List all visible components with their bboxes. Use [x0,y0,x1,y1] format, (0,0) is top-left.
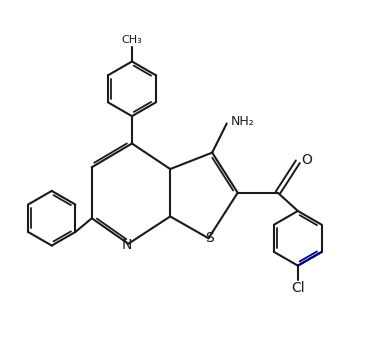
Text: Cl: Cl [291,281,305,295]
Text: NH₂: NH₂ [231,115,255,128]
Text: N: N [121,238,132,252]
Text: CH₃: CH₃ [122,36,142,45]
Text: O: O [301,153,311,167]
Text: S: S [205,231,214,245]
